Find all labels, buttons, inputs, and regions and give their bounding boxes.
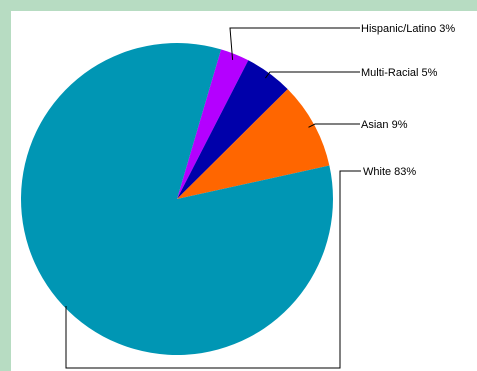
leader-line-1 xyxy=(229,27,360,60)
slice-labels: Hispanic/Latino 3% Multi-Racial 5% Asian 9… xyxy=(361,23,455,178)
pie-slice-3 xyxy=(177,89,330,199)
slice-label-2: Multi-Racial 5% xyxy=(361,67,438,79)
slice-label-3: Asian 9% xyxy=(361,119,408,131)
leader-line-2 xyxy=(265,71,360,79)
pie-slices xyxy=(20,43,333,356)
pie-slice-4 xyxy=(20,43,333,356)
slice-label-1: Hispanic/Latino 3% xyxy=(361,23,455,35)
pie-slice-2 xyxy=(177,60,288,199)
leader-line-3 xyxy=(308,123,360,128)
pie-slice-1 xyxy=(177,49,249,199)
leader-line-4 xyxy=(65,170,361,369)
slice-label-4: White 83% xyxy=(363,166,416,178)
leader-lines xyxy=(65,27,361,369)
